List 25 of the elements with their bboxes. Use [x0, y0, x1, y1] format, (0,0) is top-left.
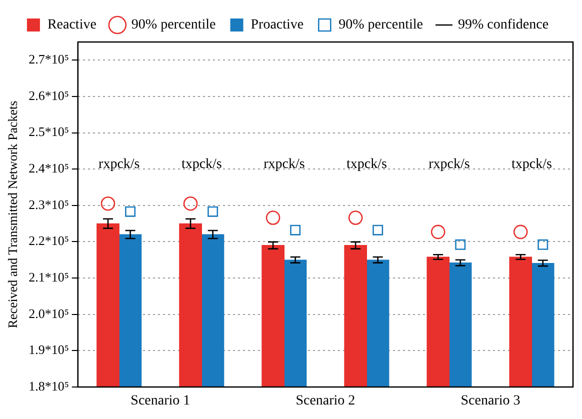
y-tick-label: 1.8*10⁵	[28, 378, 69, 394]
x-tick-label: rxpck/s	[428, 157, 470, 172]
x-tick-label: rxpck/s	[98, 157, 140, 172]
x-tick-label: rxpck/s	[264, 157, 305, 172]
legend-label: 90% percentile	[338, 18, 423, 33]
y-tick-label: 2.4*10⁵	[28, 160, 69, 176]
text: 99% confidence	[458, 18, 549, 33]
x-tick-label: txpck/s	[346, 157, 387, 172]
y-tick-label: 2.6*10⁵	[28, 88, 69, 103]
y-tick-label: 2.2*10⁵	[28, 233, 69, 248]
y-tick-label: 2.1*10⁵	[28, 269, 69, 284]
y-tick-label: 1.9*10⁵	[28, 342, 69, 358]
x-tick-label: txpck/s	[512, 157, 552, 172]
x-tick-label: txpck/s	[181, 157, 222, 172]
y-tick-label: 2.5*10⁵	[28, 124, 69, 140]
text: Scenario 3	[460, 394, 520, 409]
text: Scenario 1	[130, 394, 190, 409]
y-tick-label: 2.7*10⁵	[28, 52, 69, 67]
y-tick-label: 2.3*10⁵	[28, 196, 69, 212]
y-tick-label: 2.0*10⁵	[28, 306, 69, 321]
legend-label: 90% percentile	[131, 18, 216, 33]
legend-label: Reactive	[47, 18, 96, 33]
legend-label: Proactive	[250, 18, 304, 33]
y-axis-title: Received and Transmitted Network Packets	[5, 100, 20, 328]
text: Scenario 2	[296, 394, 356, 409]
